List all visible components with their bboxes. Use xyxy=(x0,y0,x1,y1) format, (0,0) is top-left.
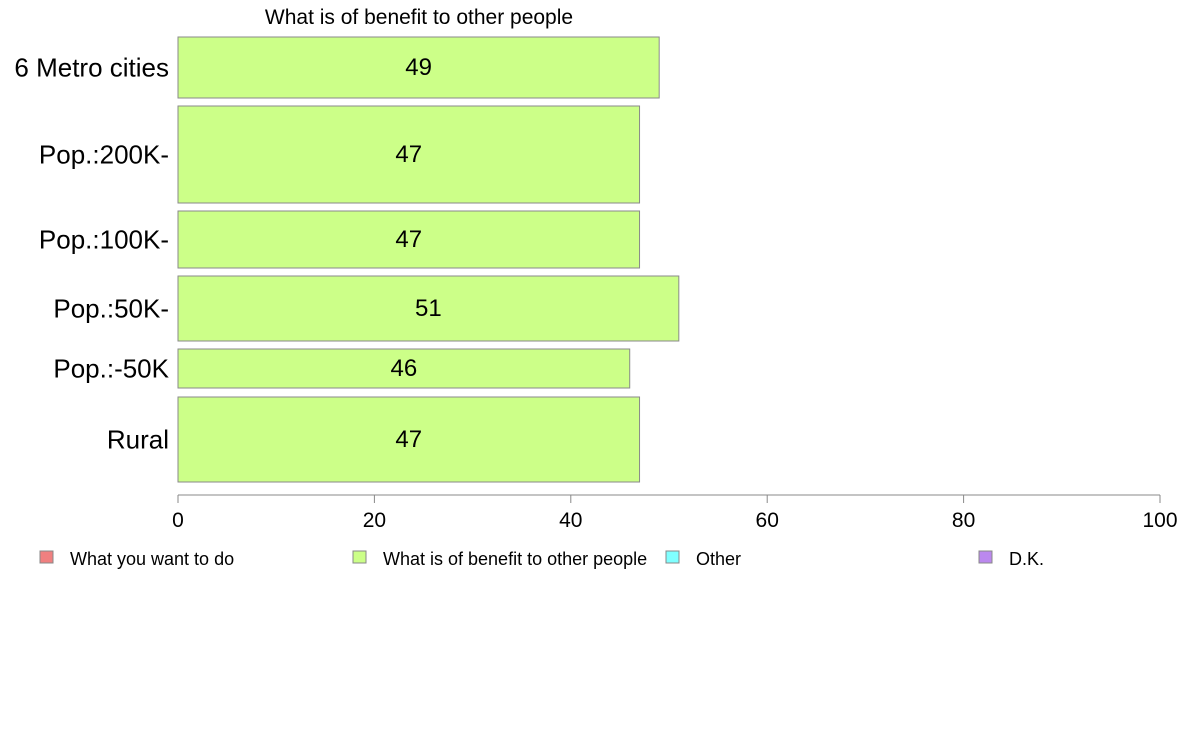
category-label: Pop.:100K- xyxy=(39,225,169,255)
bar xyxy=(177,396,641,483)
category-label: 6 Metro cities xyxy=(14,53,169,83)
category-labels: 6 Metro cities Pop.:200K- Pop.:100K- Pop.:5… xyxy=(14,53,169,455)
x-tick-label: 40 xyxy=(559,509,582,532)
category-label: Pop.:200K- xyxy=(39,140,169,170)
legend: What you want to do What is of benefit to… xyxy=(39,549,1044,569)
x-tick-label: 60 xyxy=(756,509,779,532)
legend-swatch xyxy=(352,550,367,564)
legend-label: What is of benefit to other people xyxy=(383,549,647,569)
value-labels: 49 47 47 51 46 47 xyxy=(391,54,442,453)
x-tick-label: 100 xyxy=(1142,509,1177,532)
bar xyxy=(177,210,641,269)
category-label: Pop.:-50K xyxy=(53,354,169,384)
value-label: 49 xyxy=(405,54,432,81)
bar xyxy=(177,275,680,342)
value-label: 47 xyxy=(395,226,422,253)
value-label: 51 xyxy=(415,295,442,322)
value-label: 46 xyxy=(391,355,418,382)
bars-group xyxy=(177,36,680,483)
legend-swatch xyxy=(39,550,54,564)
x-tick-label: 80 xyxy=(952,509,975,532)
x-tick-label: 20 xyxy=(363,509,386,532)
value-label: 47 xyxy=(395,426,422,453)
legend-swatch xyxy=(978,550,993,564)
category-label: Rural xyxy=(107,425,169,455)
legend-label: Other xyxy=(696,549,741,569)
x-axis: 0 20 40 60 80 100 xyxy=(172,494,1178,532)
bar xyxy=(177,105,641,204)
value-label: 47 xyxy=(395,141,422,168)
bar xyxy=(177,36,660,99)
chart-title: What is of benefit to other people xyxy=(265,6,573,29)
category-label: Pop.:50K- xyxy=(53,294,169,324)
legend-swatch xyxy=(665,550,680,564)
bar xyxy=(177,348,631,389)
legend-label: What you want to do xyxy=(70,549,234,569)
legend-label: D.K. xyxy=(1009,549,1044,569)
x-tick-label: 0 xyxy=(172,509,184,532)
